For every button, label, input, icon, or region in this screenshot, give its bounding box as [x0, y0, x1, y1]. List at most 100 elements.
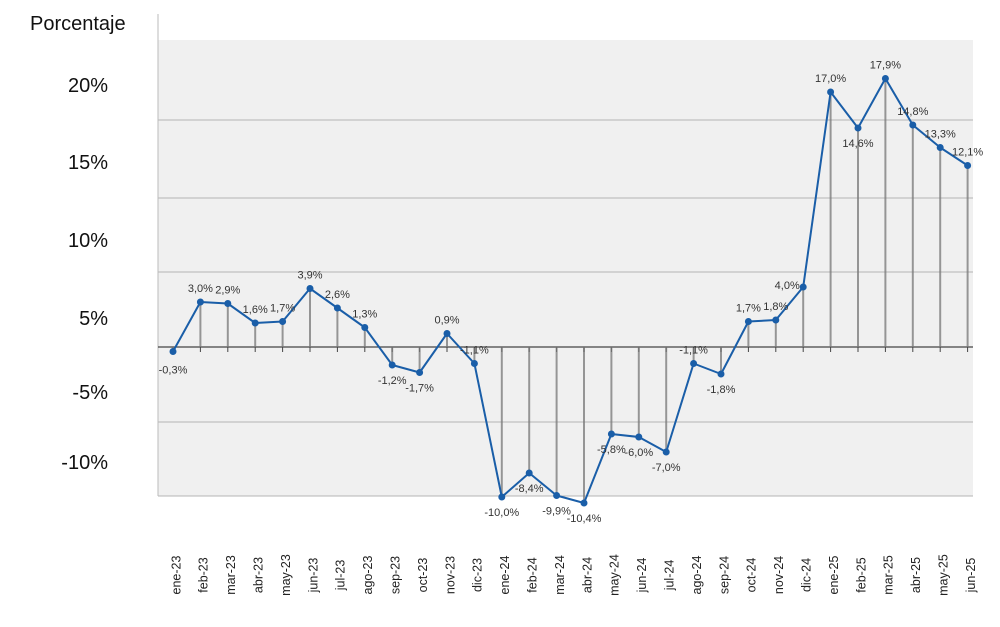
data-point: [854, 124, 862, 132]
x-tick-label: feb-23: [197, 557, 211, 592]
drop-lines: [172, 78, 969, 503]
data-points: [169, 75, 972, 507]
y-tick-label: -10%: [61, 452, 108, 474]
data-point: [909, 121, 917, 129]
x-tick-labels: ene-23 feb-23 mar-23 abr-23 may-23 jun-23 jul-…: [169, 554, 978, 596]
x-tick-label: mar-23: [224, 555, 238, 595]
x-tick-label: oct-24: [745, 558, 759, 593]
x-tick-label: mar-24: [553, 555, 567, 595]
data-point: [306, 285, 314, 292]
x-tick-label: ene-25: [827, 555, 841, 594]
data-label: -1,1%: [460, 345, 489, 357]
data-label: -10,4%: [567, 513, 602, 525]
x-tick-label: abr-23: [251, 557, 265, 593]
data-point: [525, 469, 533, 477]
data-label: 3,9%: [297, 270, 322, 282]
data-point: [224, 300, 232, 307]
y-tick-label: 15%: [68, 152, 108, 174]
x-tick-label: dic-24: [799, 558, 813, 592]
data-point: [498, 493, 506, 501]
x-tick-label: ago-24: [690, 555, 704, 594]
x-tick-label: ene-23: [169, 555, 183, 594]
x-tick-label: nov-23: [443, 556, 457, 594]
data-point: [169, 348, 177, 355]
y-tick-label: -5%: [72, 382, 108, 404]
data-point: [251, 319, 259, 327]
x-tick-label: nov-24: [772, 556, 786, 594]
data-label: -0,3%: [159, 365, 188, 377]
data-point: [772, 316, 780, 324]
x-tick-label: feb-24: [525, 557, 539, 592]
data-point: [964, 162, 972, 169]
y-axis-title: Porcentaje: [30, 13, 126, 35]
y-tick-label: 5%: [79, 308, 108, 330]
x-tick-label: dic-23: [471, 558, 485, 592]
data-label: -8,4%: [515, 483, 544, 495]
x-tick-label: jul-23: [334, 560, 348, 592]
data-label: 1,6%: [243, 304, 268, 316]
x-tick-label: may-24: [608, 554, 622, 596]
x-tick-label: jun-24: [635, 558, 649, 594]
x-tick-label: sep-24: [717, 556, 731, 594]
data-label: 12,1%: [952, 147, 983, 159]
data-label: -1,8%: [707, 384, 736, 396]
data-point: [580, 499, 588, 507]
data-label: 1,3%: [352, 309, 377, 321]
y-tick-label: 20%: [68, 75, 108, 97]
data-point: [936, 144, 944, 151]
x-tick-label: jun-23: [306, 558, 320, 594]
data-label: 14,6%: [842, 138, 873, 150]
x-tick-label: ene-24: [498, 555, 512, 594]
data-point: [744, 318, 752, 325]
data-label: -1,1%: [679, 345, 708, 357]
data-point: [662, 448, 670, 456]
data-label: 1,7%: [270, 303, 295, 315]
data-label: -7,0%: [652, 462, 681, 474]
data-point: [690, 360, 698, 367]
data-point: [881, 75, 889, 82]
x-tick-label: jun-25: [964, 558, 978, 594]
x-tick-label: ago-23: [361, 555, 375, 594]
data-label: 1,7%: [736, 303, 761, 315]
data-point: [443, 330, 451, 337]
x-tick-label: oct-23: [416, 558, 430, 593]
x-tick-label: mar-25: [882, 555, 896, 595]
data-point: [333, 304, 341, 312]
data-point: [607, 430, 615, 438]
data-label: 3,0%: [188, 283, 213, 295]
data-point: [388, 361, 396, 369]
series-line: [172, 77, 969, 504]
data-label: 2,6%: [325, 289, 350, 301]
data-point: [553, 492, 561, 499]
x-tick-label: abr-25: [909, 557, 923, 593]
data-point: [717, 370, 725, 378]
data-point: [416, 369, 424, 376]
data-label: 0,9%: [434, 315, 459, 327]
x-tick-label: may-23: [279, 554, 293, 596]
data-label: -1,2%: [378, 375, 407, 387]
x-tick-label: sep-23: [388, 556, 402, 594]
gridlines: [158, 119, 973, 497]
data-point: [470, 360, 478, 367]
y-tick-label: 10%: [68, 230, 108, 252]
data-point: [799, 283, 807, 291]
data-label: 13,3%: [925, 129, 956, 141]
data-point: [361, 324, 369, 331]
data-labels: -0,3%3,0% 2,9%1,6% 1,7%3,9%2,6%1,3%-1,2%-1…: [159, 60, 984, 526]
data-label: 4,0%: [775, 280, 800, 292]
x-tick-label: feb-25: [854, 557, 868, 592]
data-label: 17,0%: [815, 73, 846, 85]
data-label: -9,9%: [542, 506, 571, 518]
y-tick-labels: 20% 15% 10% 5% -5% -10%: [61, 75, 108, 474]
plot-background: [158, 40, 973, 496]
data-label: -1,7%: [405, 383, 434, 395]
data-label: 17,9%: [870, 60, 901, 72]
data-point: [279, 318, 287, 325]
data-label: 2,9%: [215, 285, 240, 297]
x-tick-label: jul-24: [662, 560, 676, 592]
data-label: -5,8%: [597, 444, 626, 456]
data-point: [827, 88, 835, 96]
data-point: [196, 298, 204, 306]
data-point: [635, 433, 643, 441]
